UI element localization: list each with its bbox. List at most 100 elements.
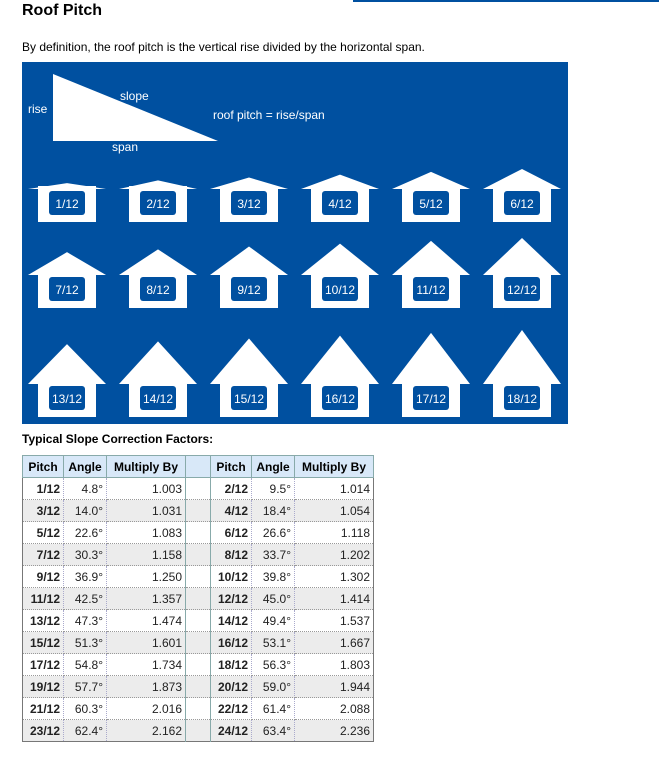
multiplier-cell: 2.236 — [294, 719, 374, 742]
pitch-label-box — [504, 277, 540, 301]
angle-cell: 62.4° — [63, 719, 107, 742]
table-row: 11/12 42.5° 1.357 12/12 45.0° 1.414 — [22, 587, 374, 610]
spacer-cell — [185, 609, 211, 632]
house-17-12: 17/12 — [392, 332, 470, 417]
spacer-cell — [185, 543, 211, 566]
column-header: Multiply By — [294, 455, 374, 478]
pitch-label: 8/12 — [146, 283, 170, 297]
angle-cell: 56.3° — [251, 653, 295, 676]
pitch-label: 12/12 — [507, 283, 537, 297]
spacer-cell — [185, 587, 211, 610]
pitch-label: 17/12 — [416, 392, 446, 406]
house-6-12: 6/12 — [483, 169, 561, 222]
column-header: Angle — [63, 455, 107, 478]
pitch-label-box — [413, 191, 449, 215]
house-roof — [301, 174, 379, 189]
pitch-label-box — [504, 191, 540, 215]
pitch-cell: 1/12 — [22, 477, 64, 500]
pitch-cell: 3/12 — [22, 499, 64, 522]
pitch-label: 13/12 — [52, 392, 82, 406]
table-row: 7/12 30.3° 1.158 8/12 33.7° 1.202 — [22, 543, 374, 566]
top-divider — [353, 0, 659, 2]
angle-cell: 42.5° — [63, 587, 107, 610]
slope-label: slope — [120, 89, 149, 103]
table-row: 21/12 60.3° 2.016 22/12 61.4° 2.088 — [22, 697, 374, 720]
intro-text: By definition, the roof pitch is the ver… — [22, 40, 425, 54]
house-roof — [483, 238, 561, 275]
pitch-cell: 13/12 — [22, 609, 64, 632]
angle-cell: 60.3° — [63, 697, 107, 720]
house-roof — [301, 243, 379, 275]
house-roof — [301, 335, 379, 384]
house-roof — [119, 341, 197, 384]
pitch-label-box — [504, 386, 540, 410]
multiplier-cell: 1.158 — [106, 543, 186, 566]
house-roof — [210, 246, 288, 275]
pitch-cell: 19/12 — [22, 675, 64, 698]
pitch-cell: 16/12 — [210, 631, 252, 654]
angle-cell: 61.4° — [251, 697, 295, 720]
multiplier-cell: 2.162 — [106, 719, 186, 742]
spacer-cell — [185, 697, 211, 720]
roof-pitch-diagram: rise slope span roof pitch = rise/span 1… — [22, 62, 568, 424]
pitch-label: 2/12 — [146, 197, 170, 211]
pitch-cell: 24/12 — [210, 719, 252, 742]
spacer-cell — [185, 719, 211, 742]
house-roof — [392, 240, 470, 275]
multiplier-cell: 1.803 — [294, 653, 374, 676]
pitch-label-box — [322, 191, 358, 215]
house-roof — [392, 171, 470, 189]
pitch-cell: 6/12 — [210, 521, 252, 544]
house-1-12: 1/12 — [28, 183, 106, 222]
pitch-cell: 15/12 — [22, 631, 64, 654]
pitch-cell: 18/12 — [210, 653, 252, 676]
multiplier-cell: 1.202 — [294, 543, 374, 566]
angle-cell: 45.0° — [251, 587, 295, 610]
multiplier-cell: 1.014 — [294, 477, 374, 500]
multiplier-cell: 1.250 — [106, 565, 186, 588]
pitch-cell: 9/12 — [22, 565, 64, 588]
angle-cell: 53.1° — [251, 631, 295, 654]
table-row: 19/12 57.7° 1.873 20/12 59.0° 1.944 — [22, 675, 374, 698]
spacer-cell — [185, 653, 211, 676]
angle-cell: 22.6° — [63, 521, 107, 544]
angle-cell: 51.3° — [63, 631, 107, 654]
multiplier-cell: 1.944 — [294, 675, 374, 698]
house-roof — [392, 332, 470, 384]
pitch-cell: 21/12 — [22, 697, 64, 720]
table-row: 3/12 14.0° 1.031 4/12 18.4° 1.054 — [22, 499, 374, 522]
pitch-label-box — [231, 277, 267, 301]
angle-cell: 30.3° — [63, 543, 107, 566]
angle-cell: 49.4° — [251, 609, 295, 632]
pitch-label-box — [322, 277, 358, 301]
house-14-12: 14/12 — [119, 341, 197, 417]
house-16-12: 16/12 — [301, 335, 379, 417]
pitch-label: 10/12 — [325, 283, 355, 297]
pitch-cell: 2/12 — [210, 477, 252, 500]
pitch-label-box — [140, 277, 176, 301]
angle-cell: 63.4° — [251, 719, 295, 742]
multiplier-cell: 1.734 — [106, 653, 186, 676]
pitch-cell: 5/12 — [22, 521, 64, 544]
table-row: 13/12 47.3° 1.474 14/12 49.4° 1.537 — [22, 609, 374, 632]
pitch-label: 16/12 — [325, 392, 355, 406]
multiplier-cell: 1.031 — [106, 499, 186, 522]
pitch-label-box — [49, 191, 85, 215]
house-10-12: 10/12 — [301, 243, 379, 308]
pitch-label-box — [140, 386, 176, 410]
span-label: span — [112, 140, 138, 154]
pitch-cell: 14/12 — [210, 609, 252, 632]
spacer-cell — [185, 499, 211, 522]
pitch-label-box — [413, 277, 449, 301]
table-row: 1/12 4.8° 1.003 2/12 9.5° 1.014 — [22, 477, 374, 500]
table-row: 15/12 51.3° 1.601 16/12 53.1° 1.667 — [22, 631, 374, 654]
house-13-12: 13/12 — [28, 344, 106, 417]
pitch-label-box — [231, 386, 267, 410]
house-roof — [483, 330, 561, 384]
house-3-12: 3/12 — [210, 177, 288, 222]
column-header: Pitch — [22, 455, 64, 478]
pitch-label: 3/12 — [237, 197, 261, 211]
house-8-12: 8/12 — [119, 249, 197, 308]
multiplier-cell: 1.667 — [294, 631, 374, 654]
pitch-label: 5/12 — [419, 197, 443, 211]
